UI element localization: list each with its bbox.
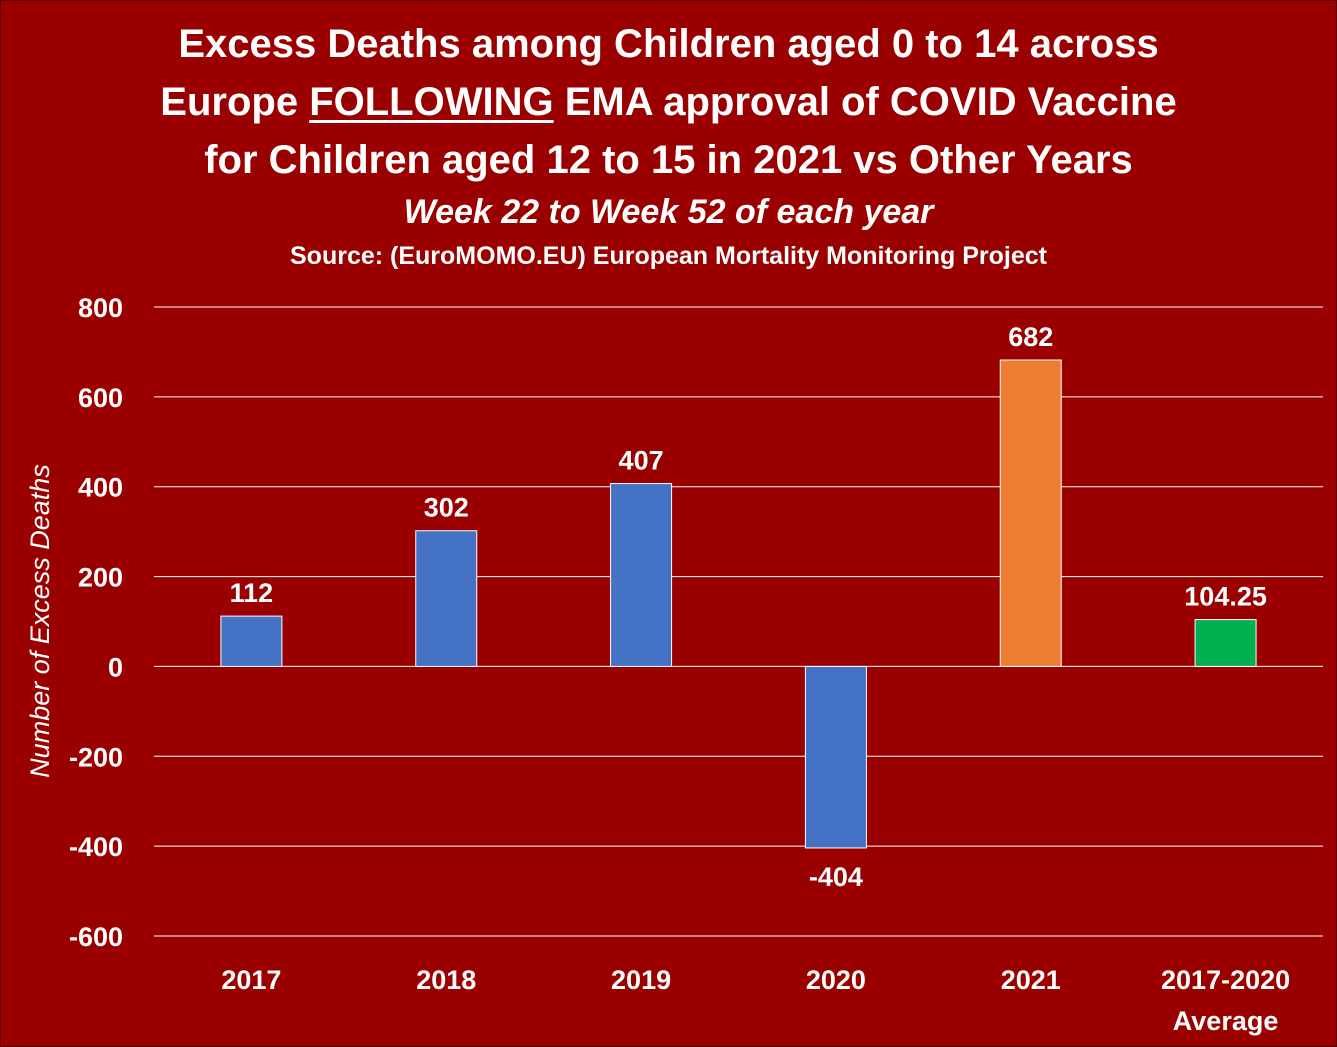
data-label: 407 (619, 446, 664, 476)
bar (415, 530, 478, 667)
y-tick-label: 800 (78, 293, 123, 323)
y-tick-label: 400 (78, 473, 123, 503)
bar (610, 483, 673, 667)
data-label: 112 (230, 578, 274, 608)
chart-title-underlined-word: FOLLOWING (309, 80, 554, 124)
x-category-label: 2019 (611, 965, 671, 995)
chart-title-line-3: for Children aged 12 to 15 in 2021 vs Ot… (204, 138, 1133, 182)
chart-title-line-2-end: EMA approval of COVID Vaccine (553, 80, 1177, 124)
y-tick-label: 200 (78, 563, 123, 593)
chart-title-block: Excess Deaths among Children aged 0 to 1… (1, 15, 1336, 277)
data-label: 682 (1008, 322, 1053, 352)
x-category-label: 2018 (416, 965, 476, 995)
x-category-label: 2017 (221, 965, 281, 995)
chart-title-line-1: Excess Deaths among Children aged 0 to 1… (178, 22, 1159, 66)
y-tick-label: 600 (78, 383, 123, 413)
x-category-label: 2021 (1001, 965, 1061, 995)
data-label: 302 (424, 493, 469, 523)
data-label: 104.25 (1184, 582, 1267, 612)
chart-subtitle: Week 22 to Week 52 of each year (403, 193, 934, 231)
data-label: -404 (809, 862, 863, 892)
x-category-label: 2017-2020 (1161, 965, 1290, 995)
bar (999, 359, 1062, 667)
chart-source: Source: (EuroMOMO.EU) European Mortality… (290, 242, 1047, 270)
chart-title-line-2: Europe FOLLOWING EMA approval of COVID V… (1, 73, 1336, 131)
y-axis-label: Number of Excess Deaths (25, 464, 55, 778)
x-category-label: 2020 (806, 965, 866, 995)
y-tick-label: -600 (69, 922, 123, 952)
bar (804, 665, 867, 849)
bar (1194, 619, 1257, 667)
chart-title-line-2-start: Europe (160, 80, 310, 124)
bar (220, 615, 283, 667)
x-category-label: Average (1173, 1006, 1279, 1036)
y-tick-label: -400 (69, 832, 123, 862)
y-tick-label: -200 (69, 742, 123, 772)
y-tick-label: 0 (108, 652, 123, 682)
